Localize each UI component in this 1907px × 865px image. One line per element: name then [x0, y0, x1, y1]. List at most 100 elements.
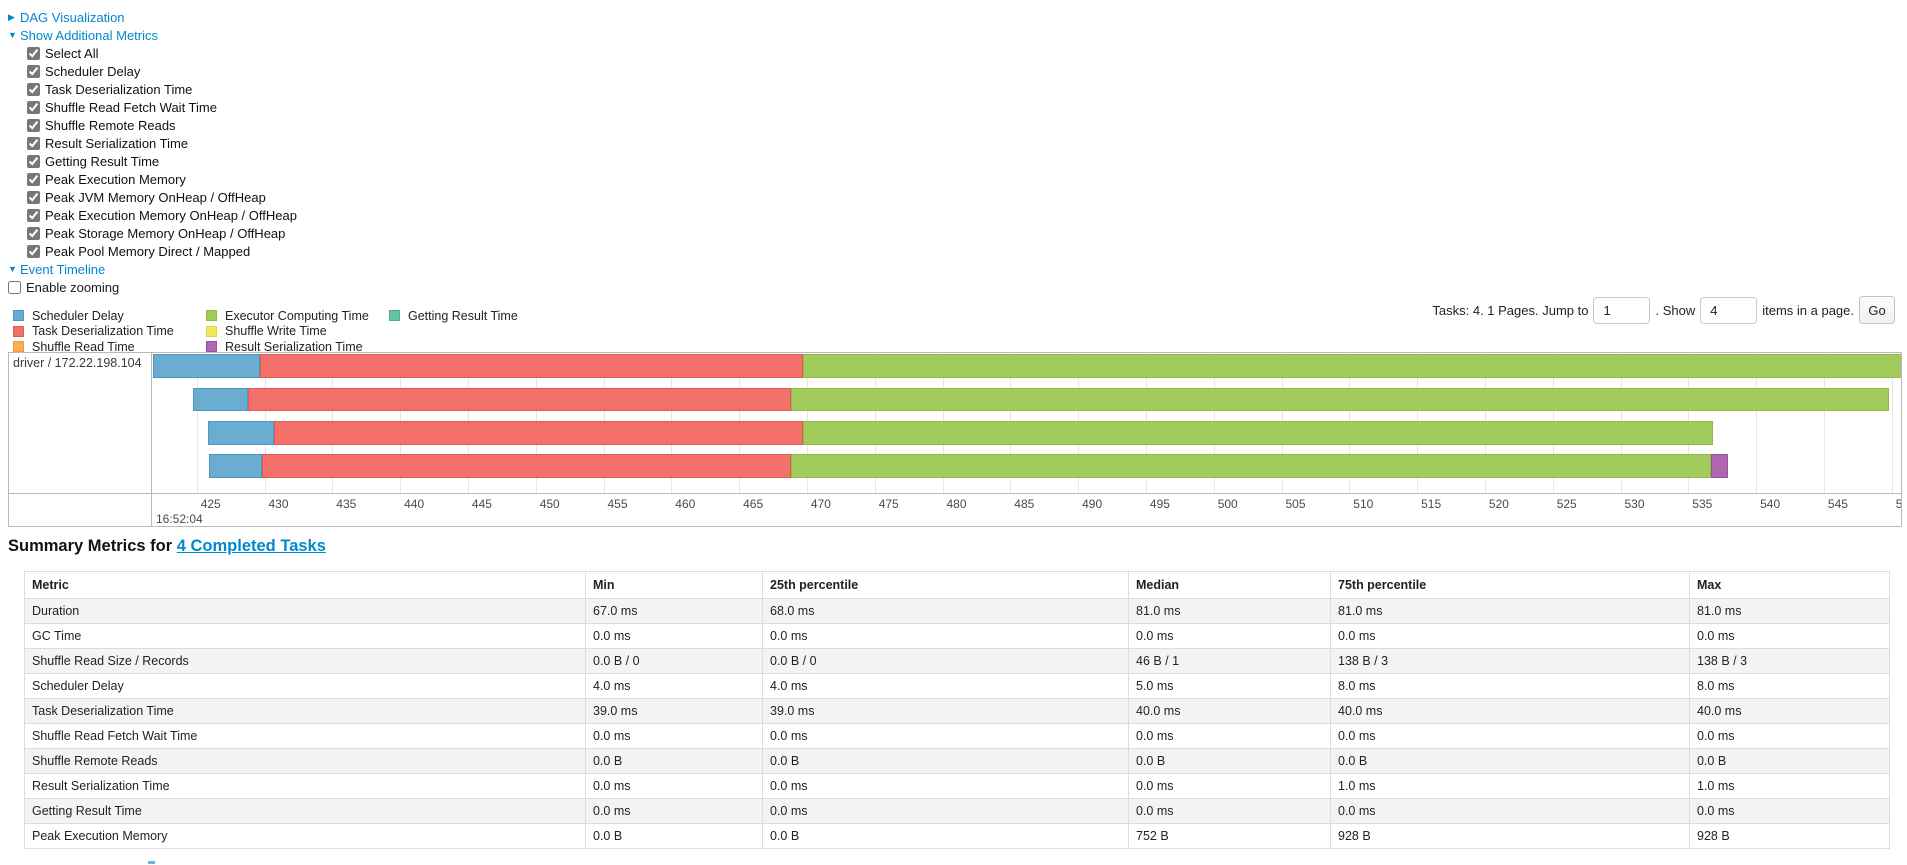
table-row: Task Deserialization Time 39.0 ms 39.0 ms 4… [24, 699, 1890, 724]
metric-checkbox-row: Peak Execution Memory OnHeap / OffHeap [8, 206, 297, 224]
enable-zooming-label: Enable zooming [26, 279, 120, 295]
task-pagination: Tasks: 4. 1 Pages. Jump to . Show items … [1432, 296, 1895, 324]
table-cell: 4.0 ms [763, 674, 1129, 699]
table-cell: 5.0 ms [1129, 674, 1331, 699]
table-cell: 0.0 ms [1331, 624, 1690, 649]
metric-checkbox-5[interactable] [27, 136, 40, 150]
table-cell: 40.0 ms [1129, 699, 1331, 724]
metric-checkbox-row: Scheduler Delay [8, 62, 297, 80]
metric-checkbox-3[interactable] [27, 100, 40, 114]
table-cell: 81.0 ms [1331, 599, 1690, 624]
table-cell: Scheduler Delay [24, 674, 586, 699]
go-button[interactable]: Go [1859, 296, 1895, 324]
table-cell: 40.0 ms [1331, 699, 1690, 724]
metric-checkbox-label: Shuffle Remote Reads [45, 117, 176, 133]
metric-checkbox-row: Result Serialization Time [8, 134, 297, 152]
metric-checkbox-label: Scheduler Delay [45, 63, 141, 79]
table-cell: 0.0 ms [1129, 724, 1331, 749]
legend-item: Scheduler Delay [13, 308, 124, 323]
metric-checkbox-row: Peak JVM Memory OnHeap / OffHeap [8, 188, 297, 206]
metric-checkbox-2[interactable] [27, 82, 40, 96]
table-cell: Shuffle Read Size / Records [24, 649, 586, 674]
event-timeline-chart: driver / 172.22.198.104 425 430 435 440 445 4… [8, 352, 1902, 527]
metric-checkbox-row: Shuffle Remote Reads [8, 116, 297, 134]
metric-checkbox-9[interactable] [27, 208, 40, 222]
table-cell: 0.0 ms [763, 774, 1129, 799]
table-cell: 0.0 ms [1331, 799, 1690, 824]
legend-label: Scheduler Delay [32, 308, 124, 323]
task-bar-segment-task-deserialization[interactable] [261, 454, 791, 478]
legend-item: Getting Result Time [389, 309, 518, 323]
table-cell: 1.0 ms [1690, 774, 1890, 799]
expanded-arrow-icon: ▼ [8, 264, 17, 274]
table-cell: 0.0 B [763, 749, 1129, 774]
metric-checkbox-8[interactable] [27, 190, 40, 204]
table-cell: 39.0 ms [763, 699, 1129, 724]
pagination-summary-text: Tasks: 4. 1 Pages. Jump to [1432, 302, 1589, 318]
table-cell: GC Time [24, 624, 586, 649]
metric-checkbox-row: Getting Result Time [8, 152, 297, 170]
metric-checkbox-10[interactable] [27, 226, 40, 240]
table-cell: 0.0 ms [586, 799, 763, 824]
dag-visualization-link[interactable]: DAG Visualization [20, 9, 125, 25]
task-bar-segment-task-deserialization[interactable] [273, 421, 803, 445]
jump-to-page-input[interactable] [1593, 296, 1651, 324]
timeline-tick-label: 430 [268, 497, 289, 511]
timeline-tick-label: 460 [675, 497, 696, 511]
timeline-tick-label: 470 [810, 497, 831, 511]
table-cell: 752 B [1129, 824, 1331, 849]
enable-zooming-checkbox[interactable] [8, 280, 21, 294]
legend-label: Task Deserialization Time [32, 324, 174, 338]
legend-swatch-icon [206, 341, 217, 352]
event-timeline-link[interactable]: Event Timeline [20, 261, 106, 277]
metric-checkbox-label: Select All [45, 45, 99, 61]
timeline-gridline [196, 353, 198, 493]
metric-checkbox-6[interactable] [27, 154, 40, 168]
task-bar-segment-task-deserialization[interactable] [260, 354, 803, 378]
table-cell: 4.0 ms [586, 674, 763, 699]
task-bar-segment-scheduler-delay[interactable] [192, 387, 249, 411]
completed-tasks-link[interactable]: 4 Completed Tasks [176, 537, 326, 555]
table-cell: 1.0 ms [1331, 774, 1690, 799]
metric-checkbox-label: Peak JVM Memory OnHeap / OffHeap [45, 189, 266, 205]
timeline-tick-label: 490 [1082, 497, 1103, 511]
summary-metrics-table: Metric Min 25th percentile Median 75th perce… [24, 571, 1890, 849]
table-cell: 0.0 ms [763, 624, 1129, 649]
task-bar-segment-result-serialization[interactable] [1711, 454, 1728, 478]
task-bar-segment-scheduler-delay[interactable] [153, 354, 261, 378]
table-header-cell: Min [586, 571, 763, 599]
metric-checkbox-1[interactable] [27, 64, 40, 78]
metric-checkbox-4[interactable] [27, 118, 40, 132]
table-cell: 138 B / 3 [1690, 649, 1890, 674]
timeline-tick-label: 445 [471, 497, 492, 511]
timeline-legend: Scheduler Delay Task Deserialization Time… [13, 309, 613, 355]
metric-checkbox-label: Getting Result Time [45, 153, 160, 169]
metric-checkbox-label: Result Serialization Time [45, 135, 189, 151]
collapsed-arrow-icon: ▶ [8, 11, 15, 22]
task-bar-segment-executor-computing[interactable] [790, 387, 1889, 411]
table-cell: 0.0 B [586, 749, 763, 774]
items-per-page-input[interactable] [1700, 296, 1758, 324]
table-row: Shuffle Read Fetch Wait Time 0.0 ms 0.0 ms… [24, 724, 1890, 749]
task-bar-segment-executor-computing[interactable] [802, 354, 1901, 378]
task-bar-segment-scheduler-delay[interactable] [208, 454, 262, 478]
timeline-tick-label: 475 [878, 497, 899, 511]
metric-checkbox-7[interactable] [27, 172, 40, 186]
task-bar-segment-task-deserialization[interactable] [248, 387, 791, 411]
table-cell: 0.0 ms [1690, 724, 1890, 749]
task-bar-segment-scheduler-delay[interactable] [207, 421, 274, 445]
task-bar-segment-executor-computing[interactable] [802, 421, 1713, 445]
metric-checkbox-list: Select All Scheduler Delay Task Deserializ… [8, 44, 297, 260]
table-cell: 8.0 ms [1331, 674, 1690, 699]
timeline-tick-label: 530 [1624, 497, 1645, 511]
table-cell: 0.0 B [1129, 749, 1331, 774]
metric-checkbox-0[interactable] [27, 46, 40, 60]
table-cell: 0.0 ms [1129, 624, 1331, 649]
task-bar-segment-executor-computing[interactable] [790, 454, 1712, 478]
table-cell: 138 B / 3 [1331, 649, 1690, 674]
timeline-tick-label: 520 [1488, 497, 1509, 511]
timeline-tick-label: 505 [1285, 497, 1306, 511]
table-cell: Task Deserialization Time [24, 699, 586, 724]
show-additional-metrics-link[interactable]: Show Additional Metrics [20, 27, 159, 43]
metric-checkbox-11[interactable] [27, 244, 40, 258]
